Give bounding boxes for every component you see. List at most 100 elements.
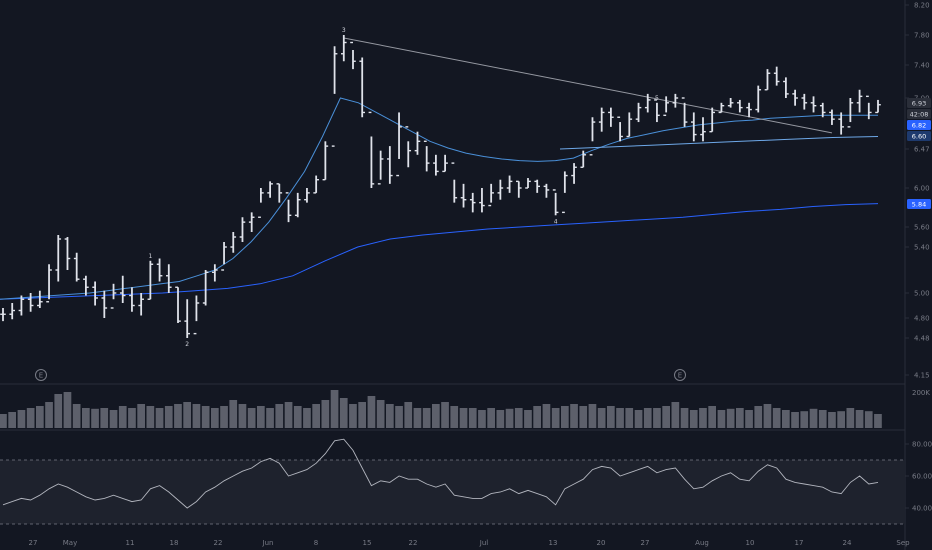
event-marker-circle <box>674 369 686 381</box>
time-tick-label: 11 <box>126 539 135 547</box>
price-bar <box>801 93 808 110</box>
price-bar <box>856 89 863 113</box>
volume-bar <box>837 411 845 428</box>
wave-label-5: 5 <box>655 95 659 102</box>
price-badge-bg <box>907 120 931 130</box>
price-bar <box>681 97 688 127</box>
price-tick-label: 6.47 <box>914 146 930 154</box>
price-bar <box>773 66 780 86</box>
price-bar <box>865 95 872 120</box>
volume-bar <box>745 410 753 428</box>
volume-bar <box>275 404 284 428</box>
volume-bar <box>561 406 569 428</box>
price-bar <box>672 93 679 108</box>
price-bar <box>847 98 854 128</box>
volume-bar <box>680 408 689 428</box>
volume-bar <box>478 410 486 428</box>
price-bar <box>718 102 725 114</box>
price-bar <box>396 112 402 177</box>
volume-bar <box>174 404 182 428</box>
price-bar <box>368 111 375 188</box>
price-bar <box>221 242 227 271</box>
price-bar <box>644 93 651 113</box>
price-bar <box>875 99 881 114</box>
volume-bar <box>128 408 136 428</box>
rsi-tick-label: 60.00 <box>912 473 932 481</box>
price-bar <box>690 112 697 142</box>
wave-label-1: 1 <box>148 253 152 260</box>
time-tick-label: 27 <box>29 539 38 547</box>
price-badge: 6.82 <box>907 120 931 130</box>
volume-bar <box>118 406 127 428</box>
time-tick-label: 13 <box>549 539 558 547</box>
wave-label-4: 4 <box>554 218 558 225</box>
price-bar <box>165 264 172 293</box>
volume-bar <box>524 410 532 428</box>
volume-bar <box>164 406 173 428</box>
price-bar <box>27 293 34 312</box>
volume-bar <box>220 406 228 428</box>
volume-bar <box>422 408 431 428</box>
price-bar <box>727 98 734 108</box>
volume-bar <box>579 406 588 428</box>
volume-bar <box>36 406 44 428</box>
volume-bar <box>772 408 781 428</box>
volume-bar <box>247 408 256 428</box>
volume-bar <box>487 408 495 428</box>
volume-bar <box>330 390 339 428</box>
moving-averages <box>0 97 879 300</box>
time-tick-label: 20 <box>597 539 606 547</box>
volume-bar <box>349 404 357 428</box>
price-bar <box>580 150 587 168</box>
volume-axis: 200K <box>912 389 930 397</box>
price-bar <box>101 290 108 318</box>
time-axis[interactable]: 27 May 11 18 22 Jun 8 15 22 Jul 13 20 27 Aug 10 17 24 Sep <box>29 539 911 547</box>
price-bar <box>783 77 789 98</box>
price-bar <box>92 281 98 306</box>
earnings-event-marker[interactable]: E <box>674 369 686 381</box>
volume-bar <box>818 410 827 428</box>
price-bar <box>571 163 577 184</box>
price-tick-label: 5.40 <box>914 244 930 252</box>
price-badge-text: 42:08 <box>910 110 929 118</box>
earnings-event-marker[interactable]: E <box>35 369 47 381</box>
price-bar <box>497 179 504 200</box>
volume-bar <box>17 410 26 428</box>
volume-bar <box>763 404 772 428</box>
time-tick-label: Sep <box>896 539 910 547</box>
volume-pane <box>0 390 882 428</box>
wave-label-3: 3 <box>342 27 346 34</box>
price-bar <box>193 295 200 335</box>
volume-bar <box>607 406 615 428</box>
price-bar <box>562 171 568 214</box>
price-badge: 6.60 <box>907 131 931 141</box>
trend-line[interactable] <box>343 37 833 134</box>
volume-bar <box>588 404 597 428</box>
volume-bar <box>653 408 661 428</box>
price-bar <box>755 85 762 113</box>
price-bar <box>184 299 191 338</box>
price-badge: 5.84 <box>907 199 931 209</box>
price-bar <box>0 308 6 322</box>
volume-bar <box>137 404 145 428</box>
price-bar <box>442 154 448 173</box>
volume-bar <box>542 404 551 428</box>
rsi-axis: 80.00 60.00 40.00 <box>905 441 932 513</box>
price-tick-label: 4.48 <box>914 335 930 343</box>
volume-bar <box>570 404 578 428</box>
volume-bar <box>376 400 385 428</box>
price-bar <box>598 107 605 132</box>
price-badge-bg <box>907 131 931 141</box>
volume-bar <box>468 408 477 428</box>
volume-bar <box>625 408 634 428</box>
time-tick-label: 15 <box>363 539 372 547</box>
price-bar <box>46 264 52 303</box>
volume-bar <box>662 406 670 428</box>
time-tick-label: 10 <box>746 539 755 547</box>
price-bar <box>202 270 209 306</box>
volume-bar <box>441 402 449 428</box>
price-bar <box>737 99 743 113</box>
wave-labels: 3 1 2 4 5 <box>148 27 659 348</box>
